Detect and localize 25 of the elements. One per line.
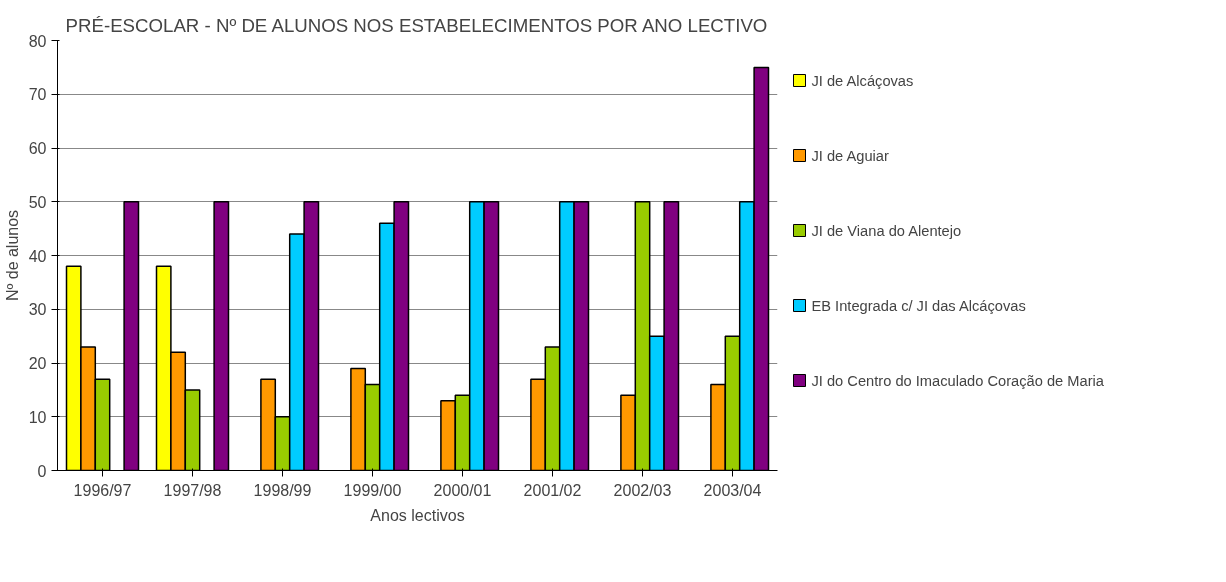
x-tick-label: 2002/03 (613, 481, 672, 499)
x-tick-label: 1999/00 (343, 481, 402, 499)
y-tick-label: 10 (28, 408, 47, 426)
legend-label: EB Integrada c/ JI das Alcáçovas (811, 297, 1026, 314)
legend-label: JI do Centro do Imaculado Coração de Maria (811, 372, 1105, 389)
x-tick-label: 2003/04 (703, 481, 762, 499)
y-tick-label: 20 (28, 355, 47, 372)
chart-title: PRÉ-ESCOLAR - Nº DE ALUNOS NOS ESTABELECIMENTOS POR ANO LECTIVO (65, 14, 768, 36)
x-tick-label: 1996/97 (73, 481, 132, 499)
x-tick-label: 2000/01 (433, 481, 492, 499)
y-tick-label: 50 (28, 193, 47, 211)
x-tick-label: 2001/02 (523, 481, 582, 499)
legend-label: JI de Viana do Alentejo (811, 222, 962, 239)
y-axis-title: Nº de alunos (3, 209, 21, 302)
y-tick-label: 60 (28, 140, 47, 157)
x-axis-title: Anos lectivos (370, 506, 465, 524)
legend-label: JI de Aguiar (811, 147, 890, 164)
x-tick-label: 1998/99 (253, 481, 312, 499)
y-tick-label: 30 (28, 301, 47, 319)
y-tick-label: 0 (37, 462, 47, 480)
legend-label: JI de Alcáçovas (811, 72, 914, 89)
x-tick-label: 1997/98 (163, 481, 222, 499)
y-tick-label: 80 (28, 32, 47, 50)
y-tick-label: 40 (28, 247, 47, 265)
y-tick-label: 70 (28, 86, 47, 104)
